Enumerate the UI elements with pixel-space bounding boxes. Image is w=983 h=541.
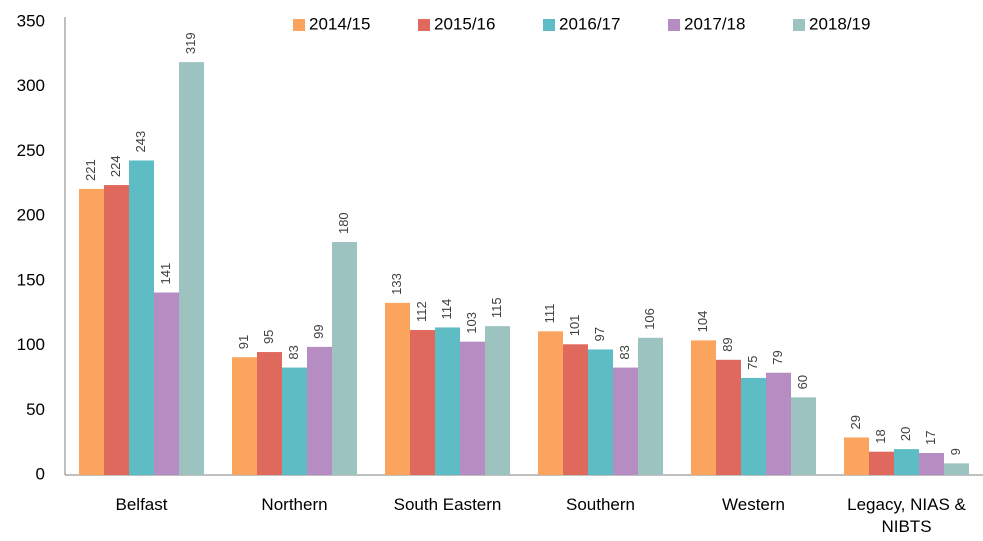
data-label: 89 [720, 337, 735, 351]
bar [332, 242, 357, 475]
data-label: 17 [923, 431, 938, 445]
bar [716, 359, 741, 475]
data-label: 99 [311, 324, 326, 338]
data-label: 224 [108, 155, 123, 177]
bar [869, 451, 894, 475]
bar [460, 341, 485, 475]
y-tick-label: 150 [17, 270, 45, 289]
bar [588, 349, 613, 475]
bar [741, 377, 766, 475]
bar [257, 352, 282, 475]
legend-label: 2017/18 [684, 14, 745, 33]
legend-label: 2016/17 [559, 14, 620, 33]
data-label: 91 [236, 335, 251, 349]
data-label: 106 [642, 308, 657, 330]
legend-swatch [793, 19, 805, 31]
bar [691, 340, 716, 475]
legend-swatch [543, 19, 555, 31]
bar [919, 452, 944, 475]
data-label: 243 [133, 131, 148, 153]
bar [613, 367, 638, 475]
bar [844, 437, 869, 475]
data-label: 20 [898, 427, 913, 441]
bar [638, 337, 663, 475]
x-tick-label: Belfast [115, 495, 168, 514]
y-tick-label: 50 [26, 400, 45, 419]
data-label: 114 [439, 299, 454, 320]
bar [410, 330, 435, 475]
y-tick-label: 0 [36, 464, 45, 483]
bar [435, 327, 460, 475]
bar [538, 331, 563, 475]
data-label: 29 [848, 415, 863, 429]
data-label: 111 [542, 304, 557, 324]
data-label: 112 [414, 301, 429, 322]
bar [791, 397, 816, 475]
legend-swatch [668, 19, 680, 31]
data-label: 180 [336, 212, 351, 234]
data-label: 60 [795, 375, 810, 389]
data-label: 103 [464, 312, 479, 334]
y-tick-label: 350 [17, 11, 45, 30]
data-label: 101 [567, 315, 582, 337]
legend-label: 2018/19 [809, 14, 870, 33]
data-label: 79 [770, 350, 785, 364]
data-label: 9 [948, 448, 963, 455]
data-label: 75 [745, 355, 760, 369]
data-label: 83 [286, 345, 301, 359]
data-label: 133 [389, 273, 404, 295]
data-label: 18 [873, 429, 888, 443]
legend-swatch [293, 19, 305, 31]
bar [385, 302, 410, 475]
y-tick-label: 300 [17, 76, 45, 95]
bar [129, 160, 154, 475]
x-tick-label: South Eastern [393, 495, 502, 514]
x-tick-label: Legacy, NIAS & NIBTS [847, 495, 966, 536]
data-label: 221 [83, 159, 98, 181]
y-tick-label: 250 [17, 141, 45, 160]
bar [563, 344, 588, 475]
data-label: 83 [617, 345, 632, 359]
bar [104, 185, 129, 475]
bar [232, 357, 257, 475]
x-tick-label: Northern [261, 495, 328, 514]
data-label: 104 [695, 311, 710, 333]
data-label: 141 [158, 263, 173, 285]
bar [282, 367, 307, 475]
bar [894, 449, 919, 475]
x-tick-label: Southern [566, 495, 635, 514]
bar [485, 326, 510, 475]
data-label: 97 [592, 327, 607, 341]
bar [154, 292, 179, 475]
data-label: 95 [261, 330, 276, 344]
bar [179, 62, 204, 475]
legend-label: 2014/15 [309, 14, 370, 33]
bar [944, 463, 969, 475]
data-label: 319 [183, 32, 198, 54]
y-tick-label: 100 [17, 335, 45, 354]
x-tick-label: Western [722, 495, 785, 514]
legend-swatch [418, 19, 430, 31]
y-tick-label: 200 [17, 206, 45, 225]
data-label: 115 [489, 297, 504, 318]
legend-label: 2015/16 [434, 14, 495, 33]
bar [766, 372, 791, 475]
bar [79, 188, 104, 475]
bar [307, 346, 332, 475]
